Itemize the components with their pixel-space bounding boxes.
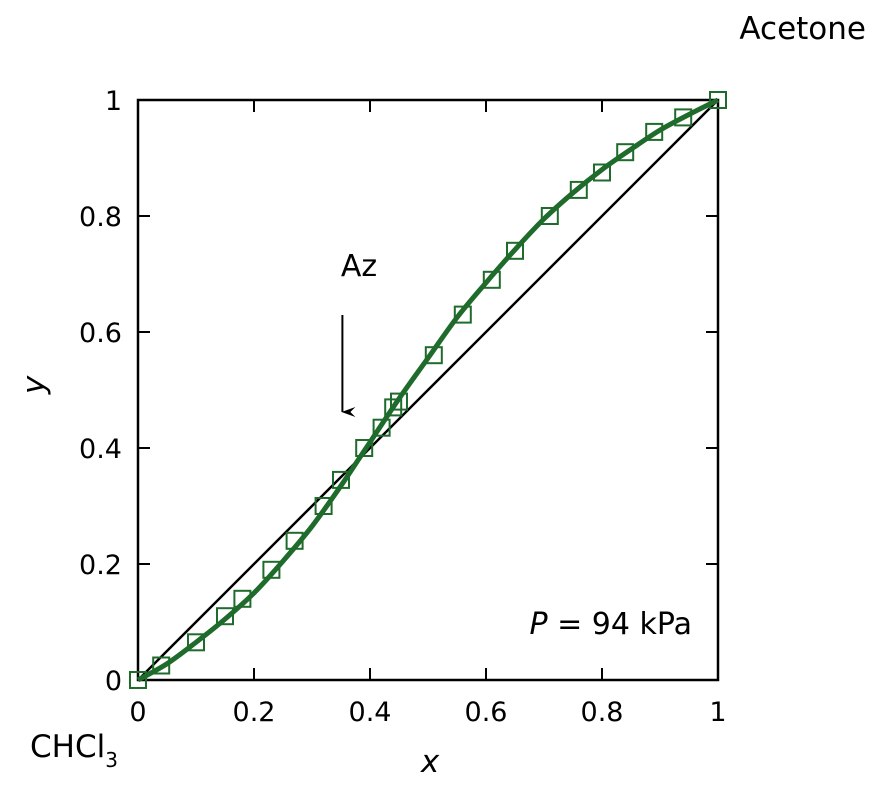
data-point	[453, 305, 472, 324]
data-point	[390, 392, 408, 411]
axis-title-y: y	[16, 375, 52, 395]
data-point	[569, 180, 588, 199]
pressure-annotation: P = 94 kPa	[529, 607, 692, 642]
corner-label-chcl3-main: CHCl	[30, 729, 105, 765]
data-point	[674, 108, 693, 127]
data-point	[384, 398, 403, 417]
data-point	[540, 207, 559, 225]
data-markers	[129, 91, 727, 689]
data-point	[709, 91, 727, 109]
y-tick-label: 1	[105, 86, 122, 117]
diagonal-line	[137, 99, 719, 681]
data-point	[355, 439, 374, 457]
data-point	[129, 671, 147, 689]
data-point	[262, 560, 281, 579]
data-point	[593, 163, 611, 182]
data-point	[285, 531, 304, 550]
pressure-variable: P	[529, 607, 548, 642]
x-tick-label: 0	[129, 697, 146, 728]
data-point	[645, 122, 664, 141]
data-point	[216, 607, 234, 626]
data-point	[424, 346, 443, 365]
y-tick-label: 0	[105, 666, 122, 697]
y-tick-label: 0.8	[79, 202, 122, 233]
data-point	[332, 470, 350, 489]
data-point	[187, 633, 205, 652]
data-point	[506, 241, 524, 260]
corner-label-chcl3: CHCl3	[30, 729, 118, 772]
x-tick-label: 0.2	[233, 697, 276, 728]
y-ticks: 0 0.2 0.4 0.6 0.8 1	[79, 86, 718, 697]
data-point	[314, 497, 333, 515]
x-tick-label: 0.6	[465, 697, 508, 728]
azeotrope-label: Az	[341, 249, 377, 284]
corner-label-acetone: Acetone	[739, 11, 866, 47]
data-point	[372, 418, 391, 437]
plot-frame	[136, 98, 720, 682]
data-point	[152, 656, 171, 675]
y-tick-label: 0.6	[79, 318, 122, 349]
x-tick-label: 0.8	[581, 697, 624, 728]
pressure-value: = 94 kPa	[548, 607, 692, 642]
data-point	[616, 143, 635, 162]
x-ticks: 0 0.2 0.4 0.6 0.8 1	[129, 100, 727, 728]
axis-title-x: x	[420, 744, 440, 780]
data-point	[482, 270, 501, 289]
y-tick-label: 0.2	[79, 550, 122, 581]
x-tick-label: 1	[709, 697, 726, 728]
corner-label-chcl3-subscript: 3	[105, 748, 118, 772]
x-tick-label: 0.4	[349, 697, 392, 728]
y-tick-label: 0.4	[79, 434, 122, 465]
data-point	[233, 589, 252, 608]
